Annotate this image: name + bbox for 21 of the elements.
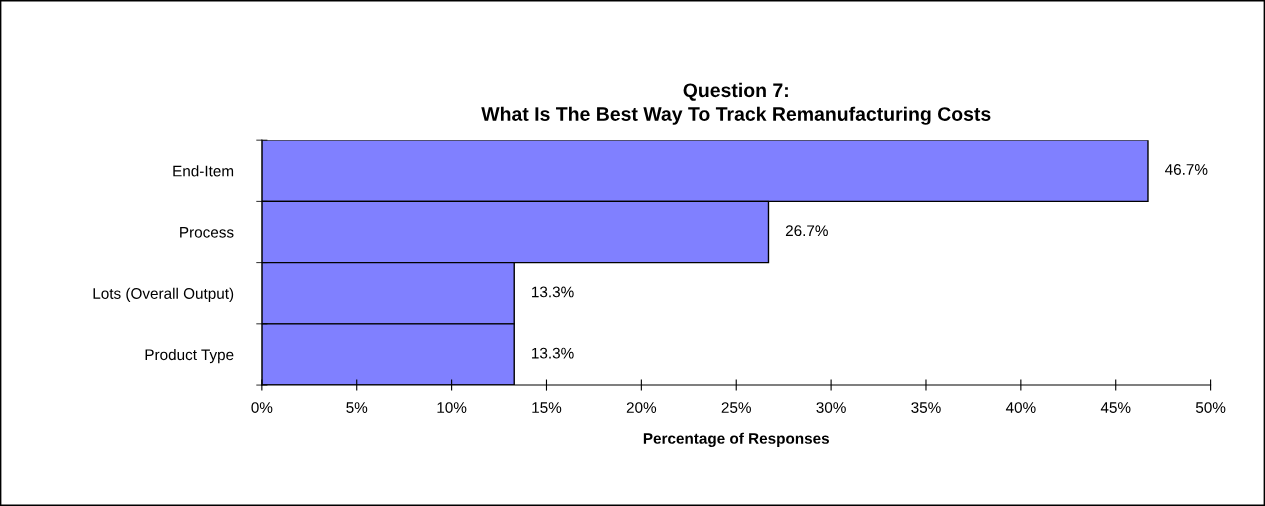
- x-tick-label: 45%: [1100, 402, 1131, 413]
- x-tick-label: 25%: [721, 402, 751, 413]
- x-axis-title: Percentage of Responses: [643, 432, 830, 447]
- x-tick-label: 40%: [1005, 402, 1036, 413]
- chart-title: Question 7: What Is The Best Way To Track Remanufacturing Costs: [481, 82, 991, 125]
- y-tick-label: Product Type: [145, 348, 234, 364]
- x-tick-label: 0%: [251, 402, 273, 413]
- x-tick-label: 50%: [1195, 402, 1226, 413]
- data-label: 13.3%: [532, 286, 574, 298]
- data-label: 13.3%: [532, 347, 574, 359]
- data-label: 26.7%: [785, 225, 828, 237]
- x-tick-label: 20%: [626, 402, 657, 413]
- x-tick-label: 15%: [532, 402, 562, 413]
- x-tick-label: 5%: [346, 402, 368, 413]
- data-label: 46.7%: [1165, 164, 1208, 175]
- y-tick-label: Lots (Overall Output): [93, 287, 234, 302]
- x-tick-label: 30%: [816, 402, 846, 413]
- x-tick-label: 10%: [437, 402, 467, 413]
- y-tick-label: Process: [180, 227, 234, 238]
- x-tick-label: 35%: [911, 402, 941, 413]
- y-tick-label: End-Item: [173, 165, 234, 177]
